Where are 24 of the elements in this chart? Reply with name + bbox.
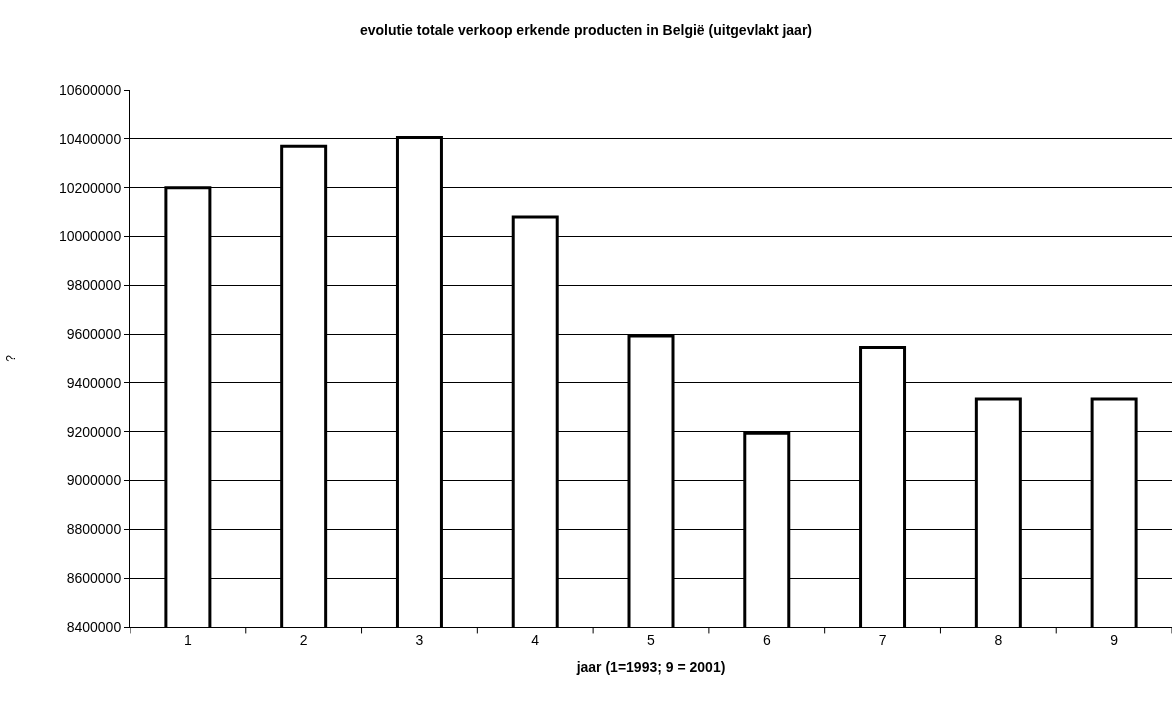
x-tick-label: 3 — [415, 631, 424, 648]
y-tick-label: 10400000 — [58, 130, 122, 147]
y-tick-label: 8800000 — [66, 521, 122, 538]
y-axis-title: ? — [4, 354, 19, 362]
y-tick-label: 9200000 — [66, 423, 122, 440]
x-tick-label: 2 — [299, 631, 308, 648]
x-tick-label: 1 — [183, 631, 192, 648]
x-axis-title: jaar (1=1993; 9 = 2001) — [575, 659, 726, 676]
x-tick-label: 8 — [994, 631, 1003, 648]
y-tick-label: 9400000 — [66, 374, 122, 391]
x-tick-label: 4 — [531, 631, 540, 648]
y-tick-label: 10000000 — [58, 228, 122, 245]
x-tick-label: 7 — [878, 631, 887, 648]
y-tick-label: 8600000 — [66, 570, 122, 587]
y-tick-label: 8400000 — [66, 618, 122, 635]
y-tick-label: 9600000 — [66, 325, 122, 342]
y-tick-label: 9000000 — [66, 472, 122, 489]
x-tick-label: 5 — [647, 631, 656, 648]
chart-title: evolutie totale verkoop erkende producten in België (uitgevlakt jaar) — [360, 21, 812, 38]
y-tick-label: 10600000 — [58, 81, 122, 98]
y-tick-label: 9800000 — [66, 277, 122, 294]
x-tick-label: 6 — [762, 631, 771, 648]
x-tick-label: 9 — [1110, 631, 1119, 648]
y-tick-label: 10200000 — [58, 179, 122, 196]
